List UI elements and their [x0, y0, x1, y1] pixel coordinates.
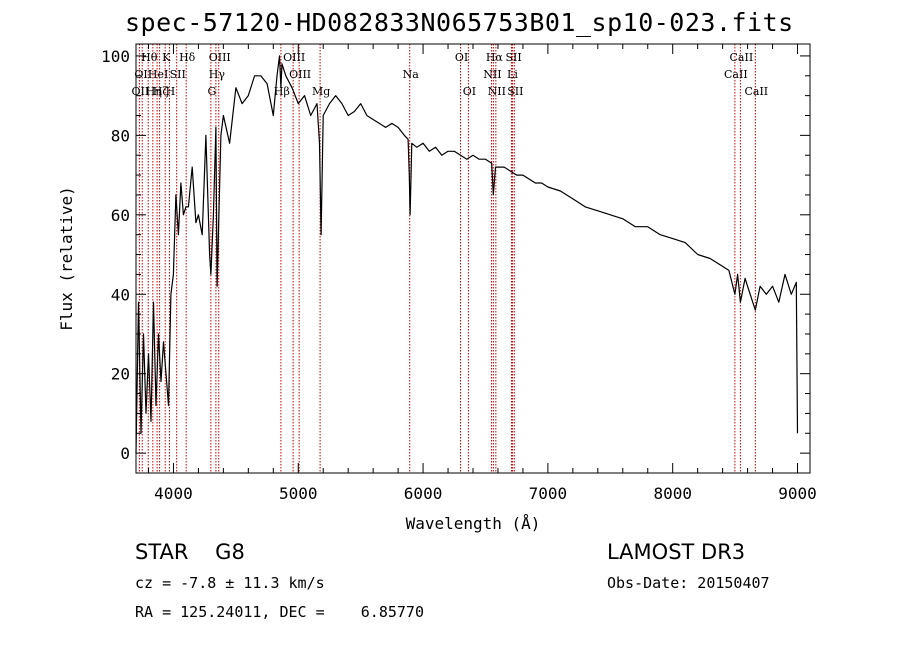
spectral-line-label: NII: [488, 85, 506, 98]
spectral-line-label: SII: [507, 85, 523, 98]
x-tick-label: 9000: [778, 484, 817, 503]
coordinates: RA = 125.24011, DEC = 6.85770: [135, 603, 424, 621]
spectral-line-label: Hζ: [153, 85, 169, 98]
y-tick-label: 0: [120, 444, 130, 463]
obs-date: Obs-Date: 20150407: [607, 574, 770, 592]
spectral-line-label: NII: [483, 68, 501, 81]
spectral-line-label: H: [166, 85, 176, 98]
y-axis-label: Flux (relative): [57, 186, 76, 331]
spectral-line-label: Hθ: [141, 51, 158, 64]
y-tick-label: 60: [111, 206, 130, 225]
spectral-line-label: CaII: [730, 51, 754, 64]
spectral-line-label: G: [207, 85, 216, 98]
spectrum-line: [135, 55, 799, 454]
x-tick-label: 8000: [653, 484, 692, 503]
spectral-line-label: OIII: [289, 68, 311, 81]
spectral-line-label: Hβ: [274, 85, 290, 98]
spectral-line-label: Li: [507, 68, 518, 81]
spectral-line-label: OII: [134, 68, 152, 81]
y-tick-label: 80: [111, 126, 130, 145]
y-tick-label: 100: [101, 47, 130, 66]
spectral-line-label: CaII: [744, 85, 768, 98]
y-tick-label: 40: [111, 285, 130, 304]
spectral-line-label: Hγ: [209, 68, 226, 81]
x-tick-label: 6000: [404, 484, 443, 503]
redshift-readout: cz = -7.8 ± 11.3 km/s: [135, 574, 325, 592]
survey-name: LAMOST DR3: [607, 540, 746, 564]
x-tick-label: 4000: [154, 484, 193, 503]
x-tick-label: 5000: [279, 484, 318, 503]
spectral-line-label: Hδ: [179, 51, 196, 64]
spectral-line-label: SII: [170, 68, 186, 81]
x-axis-label: Wavelength (Å): [406, 514, 541, 533]
spectral-line-label: OIII: [283, 51, 305, 64]
spectral-line-label: HeI: [148, 68, 168, 81]
y-tick-label: 20: [111, 365, 130, 384]
spectral-line-label: CaII: [724, 68, 748, 81]
spectral-line-label: OI: [455, 51, 468, 64]
spectral-line-label: OIII: [209, 51, 231, 64]
spectral-line-label: OI: [463, 85, 476, 98]
spectral-line-label: Hα: [486, 51, 504, 64]
spectral-line-label: Hη: [146, 85, 162, 98]
object-class: STAR G8: [135, 540, 245, 564]
spectral-line-label: SII: [505, 51, 521, 64]
spectral-line-label: OII: [132, 85, 150, 98]
x-tick-label: 7000: [529, 484, 568, 503]
spectral-line-label: Mg: [312, 85, 330, 98]
spectral-line-label: Na: [403, 68, 420, 81]
chart-title: spec-57120-HD082833N065753B01_sp10-023.f…: [125, 8, 794, 37]
spectral-line-label: K: [162, 51, 171, 64]
